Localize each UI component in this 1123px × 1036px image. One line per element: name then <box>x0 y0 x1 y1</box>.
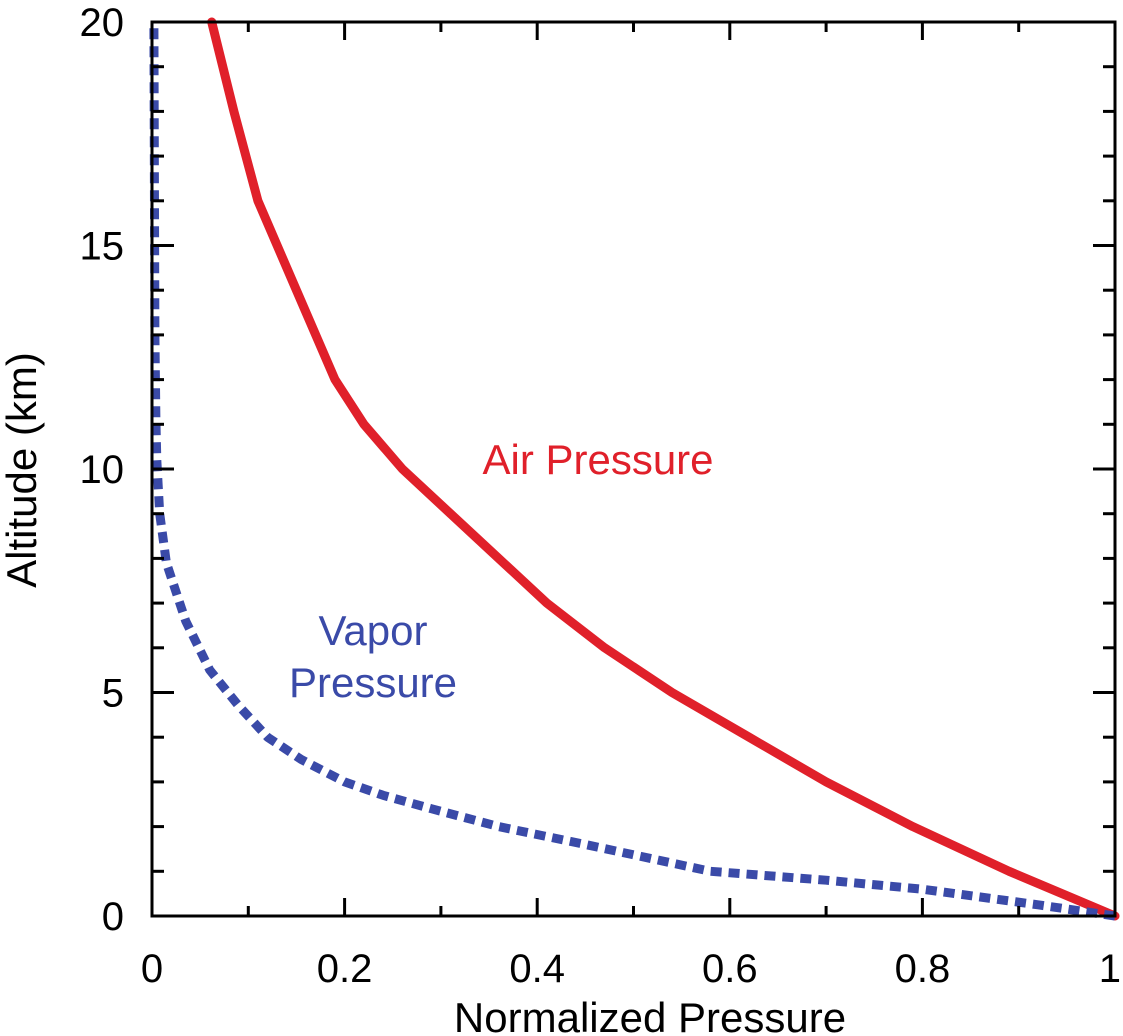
x-tick-label: 0.6 <box>702 947 758 991</box>
y-tick-label: 15 <box>80 225 125 269</box>
series-label: Pressure <box>289 659 457 706</box>
y-axis-title: Altitude (km) <box>0 352 45 588</box>
x-axis-title: Normalized Pressure <box>454 994 846 1036</box>
x-tick-label: 0.4 <box>509 947 565 991</box>
x-tick-label: 0 <box>141 947 163 991</box>
x-tick-label: 0.2 <box>317 947 373 991</box>
series-line-air-pressure <box>207 17 1120 921</box>
y-tick-label: 10 <box>80 448 125 492</box>
tick-layer <box>150 20 1117 918</box>
x-tick-label: 1 <box>1099 947 1121 991</box>
x-tick-label: 0.8 <box>895 947 951 991</box>
series-line-vapor-pressure <box>149 21 1116 921</box>
series-label: Vapor <box>319 607 428 654</box>
series-label: Air Pressure <box>482 436 713 483</box>
y-tick-label: 0 <box>102 895 124 939</box>
series-layer <box>149 17 1120 921</box>
y-tick-label: 5 <box>102 672 124 716</box>
y-tick-label: 20 <box>80 1 125 45</box>
